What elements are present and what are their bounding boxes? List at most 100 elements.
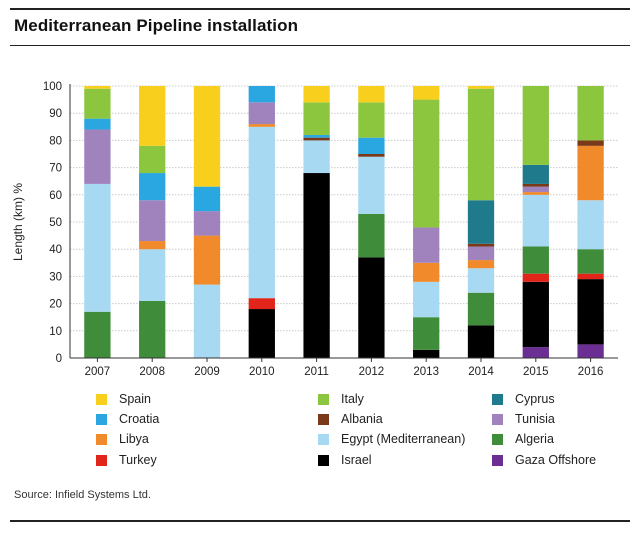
chart-axes: 0 10 20 30 40 50 60 70 80 90 100 2007 2008 2009 2010 20… bbox=[43, 81, 618, 378]
y-tick-label: 50 bbox=[49, 217, 62, 229]
legend-swatch bbox=[492, 393, 503, 405]
y-tick-label: 30 bbox=[49, 271, 62, 283]
top-rule bbox=[10, 8, 630, 10]
bar-segment bbox=[84, 118, 111, 130]
bar-segment bbox=[358, 86, 385, 103]
bar-segment bbox=[84, 183, 111, 312]
legend-swatch bbox=[492, 454, 503, 466]
bar-segment bbox=[193, 211, 221, 236]
y-tick-label: 40 bbox=[49, 244, 62, 256]
bar-segment bbox=[577, 279, 604, 345]
bar-segment bbox=[577, 145, 604, 201]
x-tick-label: 2007 bbox=[85, 366, 111, 378]
x-tick-label: 2016 bbox=[578, 366, 604, 378]
bar-segment bbox=[84, 86, 111, 89]
bar-segment bbox=[139, 145, 166, 174]
legend-item: Tunisia bbox=[492, 411, 555, 427]
chart-title: Mediterranean Pipeline installation bbox=[14, 16, 299, 35]
bar-segment bbox=[467, 292, 495, 326]
bar-segment bbox=[139, 300, 166, 358]
bar-segment bbox=[467, 88, 495, 201]
legend-label: Albania bbox=[341, 412, 383, 426]
legend-swatch bbox=[492, 433, 503, 445]
x-tick-label: 2010 bbox=[249, 366, 275, 378]
bar-segment bbox=[248, 102, 275, 125]
bar-segment bbox=[522, 186, 549, 193]
bar-segment bbox=[303, 137, 330, 141]
legend-item: Libya bbox=[96, 431, 149, 447]
y-axis-label: Length (km) % bbox=[11, 183, 25, 261]
bar-segment bbox=[467, 268, 495, 293]
bar-segment bbox=[413, 86, 440, 100]
legend-label: Cyprus bbox=[515, 392, 555, 406]
legend-item: Albania bbox=[318, 411, 383, 427]
bar-segment bbox=[577, 344, 604, 358]
legend-item: Cyprus bbox=[492, 391, 555, 407]
legend-label: Algeria bbox=[515, 432, 554, 446]
legend-label: Israel bbox=[341, 453, 372, 467]
bar-segment bbox=[248, 126, 275, 299]
bar-segment bbox=[139, 241, 166, 250]
bar-segment bbox=[193, 86, 221, 187]
bar-segment bbox=[303, 140, 330, 174]
bar-segment bbox=[413, 317, 440, 350]
bar-segment bbox=[522, 281, 549, 348]
x-tick-label: 2009 bbox=[194, 366, 220, 378]
bar-segment bbox=[248, 124, 275, 127]
bar-segment bbox=[84, 129, 111, 184]
bar-segment bbox=[467, 260, 495, 269]
legend-swatch bbox=[318, 454, 329, 466]
bar-segment bbox=[139, 249, 166, 301]
bar-segment bbox=[577, 249, 604, 274]
x-tick-label: 2015 bbox=[523, 366, 549, 378]
legend-item: Spain bbox=[96, 391, 151, 407]
legend-swatch bbox=[318, 433, 329, 445]
bar-segment bbox=[248, 309, 275, 358]
bar-segment bbox=[522, 246, 549, 274]
bar-segment bbox=[467, 86, 495, 89]
bar-segment bbox=[358, 213, 385, 258]
bar-segment bbox=[522, 192, 549, 195]
bar-segment bbox=[84, 311, 111, 358]
legend-label: Egypt (Mediterranean) bbox=[341, 432, 466, 446]
x-tick-label: 2014 bbox=[468, 366, 494, 378]
bar-segment bbox=[522, 347, 549, 358]
x-tick-label: 2013 bbox=[413, 366, 439, 378]
legend-swatch bbox=[96, 454, 107, 466]
bar-segment bbox=[522, 183, 549, 187]
bar-segment bbox=[413, 227, 440, 263]
bar-segment bbox=[248, 298, 275, 310]
legend-swatch bbox=[492, 413, 503, 425]
y-tick-label: 70 bbox=[49, 163, 62, 175]
legend-swatch bbox=[318, 393, 329, 405]
legend-item: Israel bbox=[318, 452, 372, 468]
bar-segment bbox=[358, 154, 385, 157]
legend-label: Turkey bbox=[119, 453, 157, 467]
bar-segment bbox=[413, 262, 440, 282]
bar-segment bbox=[467, 246, 495, 261]
legend-label: Spain bbox=[119, 392, 151, 406]
x-tick-label: 2012 bbox=[359, 366, 385, 378]
x-tick-label: 2011 bbox=[304, 366, 329, 378]
bar-segment bbox=[303, 173, 330, 358]
y-tick-label: 10 bbox=[49, 326, 62, 338]
legend-label: Libya bbox=[119, 432, 149, 446]
legend-item: Algeria bbox=[492, 431, 554, 447]
legend-item: Egypt (Mediterranean) bbox=[318, 431, 465, 447]
bar-segment bbox=[358, 257, 385, 358]
bar-segment bbox=[577, 200, 604, 250]
bar-segment bbox=[139, 173, 166, 201]
y-tick-label: 0 bbox=[56, 353, 62, 365]
title-rule bbox=[10, 45, 630, 46]
legend-label: Tunisia bbox=[515, 412, 555, 426]
legend-label: Italy bbox=[341, 392, 364, 406]
bar-segment bbox=[467, 200, 495, 244]
legend-label: Gaza Offshore bbox=[515, 453, 597, 467]
bar-segment bbox=[577, 273, 604, 280]
y-tick-label: 100 bbox=[43, 81, 62, 93]
bottom-rule bbox=[10, 520, 630, 522]
bar-segment bbox=[303, 134, 330, 138]
bar-segment bbox=[193, 284, 221, 358]
source-note: Source: Infield Systems Ltd. bbox=[14, 489, 151, 501]
bar-segment bbox=[139, 200, 166, 242]
